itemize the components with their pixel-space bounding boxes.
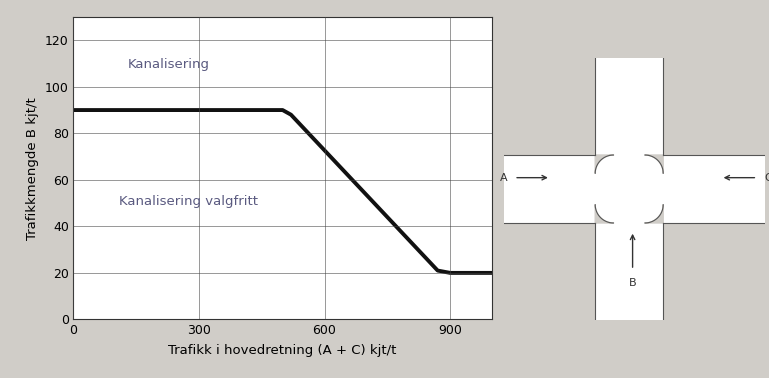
Text: B: B xyxy=(629,278,637,288)
Bar xyxy=(504,155,765,223)
Text: C: C xyxy=(764,173,769,183)
Y-axis label: Trafikkmengde B kjt/t: Trafikkmengde B kjt/t xyxy=(26,97,39,240)
Polygon shape xyxy=(595,205,614,223)
Polygon shape xyxy=(645,155,663,173)
Polygon shape xyxy=(595,155,614,173)
Text: Kanalisering: Kanalisering xyxy=(128,58,209,71)
Text: A: A xyxy=(500,173,508,183)
Text: Kanalisering valgfritt: Kanalisering valgfritt xyxy=(119,195,258,208)
Bar xyxy=(595,58,663,320)
Polygon shape xyxy=(645,205,663,223)
X-axis label: Trafikk i hovedretning (A + C) kjt/t: Trafikk i hovedretning (A + C) kjt/t xyxy=(168,344,397,356)
